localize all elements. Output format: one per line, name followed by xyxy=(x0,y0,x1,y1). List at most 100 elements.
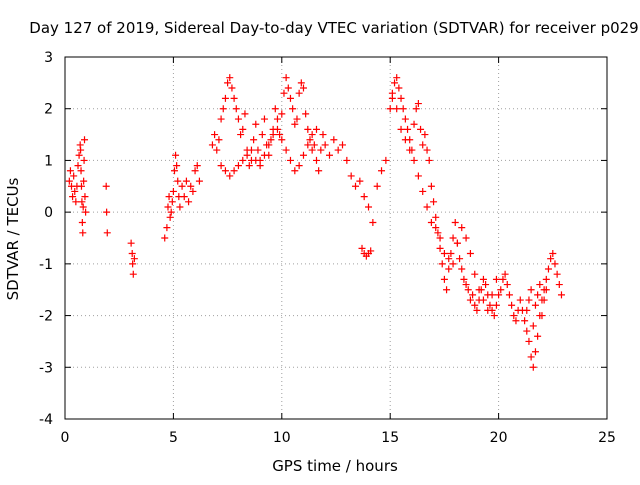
data-point xyxy=(252,120,260,128)
data-point xyxy=(286,94,294,102)
data-point xyxy=(271,105,279,113)
data-point xyxy=(414,100,422,108)
data-point xyxy=(241,110,249,118)
data-point xyxy=(471,270,479,278)
data-point xyxy=(191,167,199,175)
data-point xyxy=(373,182,381,190)
data-point xyxy=(438,260,446,268)
data-point xyxy=(527,286,535,294)
chart-title: Day 127 of 2019, Sidereal Day-to-day VTE… xyxy=(29,19,638,37)
data-point xyxy=(297,79,305,87)
data-point xyxy=(367,247,375,255)
data-point xyxy=(293,115,301,123)
data-point xyxy=(82,208,90,216)
data-point xyxy=(163,224,171,232)
data-point xyxy=(440,250,448,258)
data-point xyxy=(79,229,87,237)
data-point xyxy=(397,94,405,102)
data-point xyxy=(306,136,314,144)
data-point xyxy=(315,167,323,175)
data-point xyxy=(393,74,401,82)
data-point xyxy=(74,162,82,170)
data-point xyxy=(503,281,511,289)
data-point xyxy=(553,270,561,278)
data-point xyxy=(80,177,88,185)
data-point xyxy=(453,239,461,247)
data-point xyxy=(228,84,236,92)
data-point xyxy=(523,327,531,335)
data-point xyxy=(193,162,201,170)
data-point xyxy=(127,239,135,247)
data-point xyxy=(386,105,394,113)
data-point xyxy=(166,213,174,221)
data-point xyxy=(284,84,292,92)
data-point xyxy=(391,79,399,87)
data-point xyxy=(295,162,303,170)
data-point xyxy=(173,162,181,170)
x-tick-label: 0 xyxy=(61,430,70,446)
data-point xyxy=(360,193,368,201)
data-point xyxy=(78,218,86,226)
data-point xyxy=(66,167,74,175)
data-point xyxy=(295,89,303,97)
data-point xyxy=(217,115,225,123)
data-point xyxy=(226,172,234,180)
data-point xyxy=(80,156,88,164)
plot-frame xyxy=(64,56,608,420)
data-point xyxy=(406,146,414,154)
data-point xyxy=(71,187,79,195)
data-point xyxy=(488,291,496,299)
data-point xyxy=(458,224,466,232)
data-point xyxy=(267,136,275,144)
data-point xyxy=(466,296,474,304)
data-point xyxy=(211,131,219,139)
data-point xyxy=(427,218,435,226)
data-point xyxy=(399,105,407,113)
data-point xyxy=(449,234,457,242)
data-point xyxy=(81,136,89,144)
data-point xyxy=(484,306,492,314)
data-point xyxy=(77,182,85,190)
y-tick-label: 2 xyxy=(44,102,53,118)
data-point xyxy=(499,275,507,283)
data-point xyxy=(471,301,479,309)
data-point xyxy=(180,193,188,201)
data-point xyxy=(523,306,531,314)
data-point xyxy=(129,270,137,278)
data-point xyxy=(425,156,433,164)
data-point xyxy=(282,146,290,154)
data-point xyxy=(312,125,320,133)
data-point xyxy=(547,255,555,263)
data-point xyxy=(226,74,234,82)
data-point xyxy=(75,151,83,159)
x-tick-label: 25 xyxy=(598,430,616,446)
data-point xyxy=(291,120,299,128)
data-point xyxy=(419,141,427,149)
data-point xyxy=(531,348,539,356)
data-point xyxy=(525,337,533,345)
data-point xyxy=(436,234,444,242)
data-point xyxy=(447,250,455,258)
data-point xyxy=(217,162,225,170)
data-point xyxy=(382,156,390,164)
data-point xyxy=(221,94,229,102)
x-tick-label: 15 xyxy=(381,430,399,446)
data-point xyxy=(168,198,176,206)
data-point xyxy=(178,182,186,190)
data-point xyxy=(265,141,273,149)
data-point xyxy=(401,115,409,123)
data-point xyxy=(280,89,288,97)
data-point xyxy=(358,244,366,252)
data-point xyxy=(321,141,329,149)
data-point xyxy=(434,229,442,237)
data-point xyxy=(497,286,505,294)
data-point xyxy=(414,172,422,180)
data-point xyxy=(70,172,78,180)
data-point xyxy=(215,136,223,144)
data-point xyxy=(308,146,316,154)
data-point xyxy=(410,120,418,128)
data-point xyxy=(555,281,563,289)
data-point xyxy=(182,177,190,185)
data-point xyxy=(531,301,539,309)
